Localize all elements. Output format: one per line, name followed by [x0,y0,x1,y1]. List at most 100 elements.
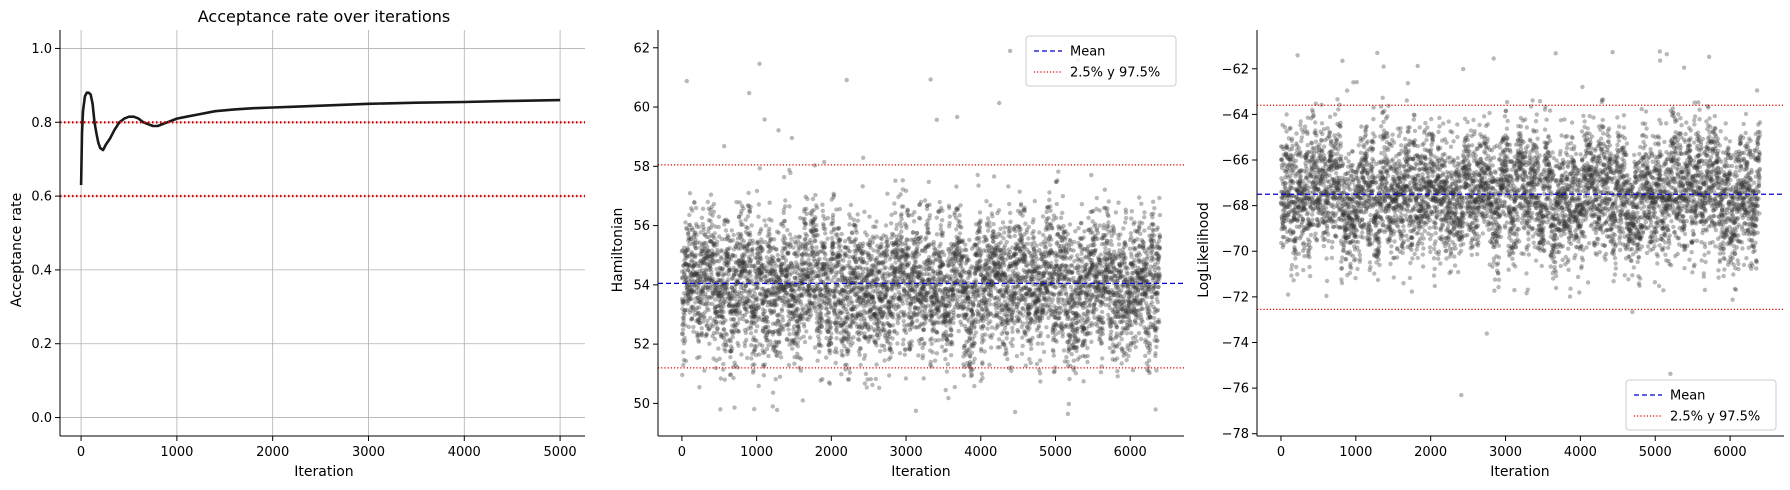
scatter-point [722,289,728,295]
scatter-point [680,275,685,280]
scatter-point [782,293,787,298]
scatter-point [818,378,823,383]
scatter-point [755,324,760,329]
scatter-point [938,255,943,260]
scatter-point [757,342,762,347]
scatter-point [751,335,756,340]
scatter-point [908,310,913,315]
scatter-point [717,314,722,319]
scatter-point [774,343,779,348]
scatter-point [721,303,726,309]
scatter-point [739,269,744,274]
scatter-point [706,226,711,231]
scatter-point [775,289,780,294]
scatter-point [699,330,704,336]
scatter-point [1012,233,1017,239]
scatter-point [721,272,726,277]
scatter-point [758,255,763,260]
scatter-point [753,314,758,319]
scatter-point [801,289,806,295]
scatter-point [1031,235,1037,240]
scatter-point [783,285,788,290]
scatter-point [733,268,739,273]
scatter-point [763,334,768,340]
scatter-point [728,355,733,360]
scatter-point [809,244,814,249]
scatter-point [806,293,812,299]
scatter-point [814,205,820,210]
scatter-point [783,246,788,251]
scatter-point [691,263,697,268]
scatter-point [706,249,711,254]
scatter-point [725,236,730,241]
scatter-point [805,312,811,317]
scatter-point [702,280,707,285]
scatter-point [765,288,771,293]
scatter-point [962,364,967,370]
scatter-point [706,229,711,234]
scatter-point [1026,236,1031,241]
scatter-point [943,329,949,334]
scatter-point [786,322,791,327]
scatter-point [721,342,726,348]
scatter-point [686,231,691,236]
scatter-point [688,307,693,312]
scatter-point [738,233,744,238]
scatter-point [763,326,769,332]
scatter-point [731,253,736,258]
scatter-point [699,261,704,266]
scatter-point [918,216,923,221]
plot-area [60,91,585,198]
scatter-point [732,323,737,328]
scatter-point [763,291,768,297]
scatter-point [788,284,793,289]
y-tick-label: 0.8 [31,116,52,131]
scatter-point [747,289,753,295]
scatter-point [681,299,687,304]
scatter-point [760,300,766,306]
scatter-point [753,269,758,274]
scatter-point [746,290,751,295]
scatter-point [690,208,695,213]
scatter-point [773,271,779,277]
scatter-point [738,285,743,290]
scatter-point [861,155,866,160]
scatter-point [687,262,692,268]
scatter-point [1014,251,1019,257]
scatter-point [814,245,819,250]
scatter-point [775,274,780,280]
scatter-point [710,333,715,339]
scatter-point [771,255,776,260]
scatter-point [1018,201,1024,207]
scatter-point [1041,349,1047,355]
scatter-point [686,287,691,292]
scatter-point [803,236,808,242]
scatter-point [795,340,800,345]
scatter-point [713,288,719,293]
scatter-point [724,260,729,265]
scatter-point [816,298,821,303]
scatter-point [698,259,703,264]
scatter-point [706,206,711,211]
scatter-point [753,312,758,317]
scatter-point [692,243,698,249]
scatter-point [774,302,779,308]
scatter-point [703,250,709,255]
scatter-point [850,230,855,236]
scatter-point [782,289,787,294]
scatter-point [812,294,817,299]
scatter-point [711,330,717,336]
scatter-point [1038,379,1043,384]
scatter-point [1005,301,1011,307]
scatter-point [695,334,700,340]
scatter-point [847,370,853,375]
scatter-point [764,294,769,299]
scatter-point [784,290,790,296]
scatter-point [756,202,762,207]
scatter-point [752,314,758,319]
scatter-point [737,296,742,302]
scatter-point [801,216,806,222]
scatter-point [702,294,708,299]
scatter-point [764,255,769,260]
scatter-point [731,317,736,322]
